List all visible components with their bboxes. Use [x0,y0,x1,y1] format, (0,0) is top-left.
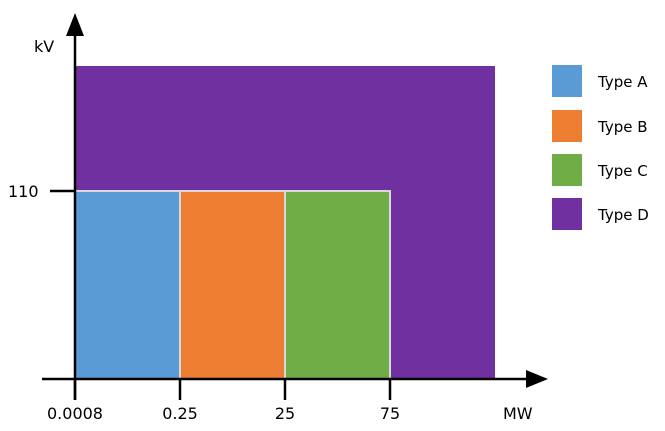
legend-swatch-type-b [552,110,582,142]
region-type-b [179,190,286,380]
legend-label-type-a: Type A [597,73,648,91]
legend-label-type-b: Type B [597,118,648,136]
region-type-a [74,190,181,380]
legend-swatch-type-c [552,154,582,186]
y-axis-title: kV [34,37,54,56]
x-tick-label-3: 75 [380,404,400,423]
region-type-c [284,190,391,380]
legend-label-type-d: Type D [597,206,649,224]
legend: Type A Type B Type C Type D [552,65,649,230]
y-axis-arrowhead [66,13,84,36]
x-axis-title: MW [503,404,533,423]
x-axis-arrowhead [526,370,548,388]
x-tick-label-2: 25 [275,404,295,423]
legend-label-type-c: Type C [597,162,648,180]
y-tick-label-110: 110 [8,182,39,201]
x-tick-label-0: 0.0008 [47,404,103,423]
legend-swatch-type-a [552,65,582,97]
legend-swatch-type-d [552,198,582,230]
x-tick-label-1: 0.25 [162,404,198,423]
